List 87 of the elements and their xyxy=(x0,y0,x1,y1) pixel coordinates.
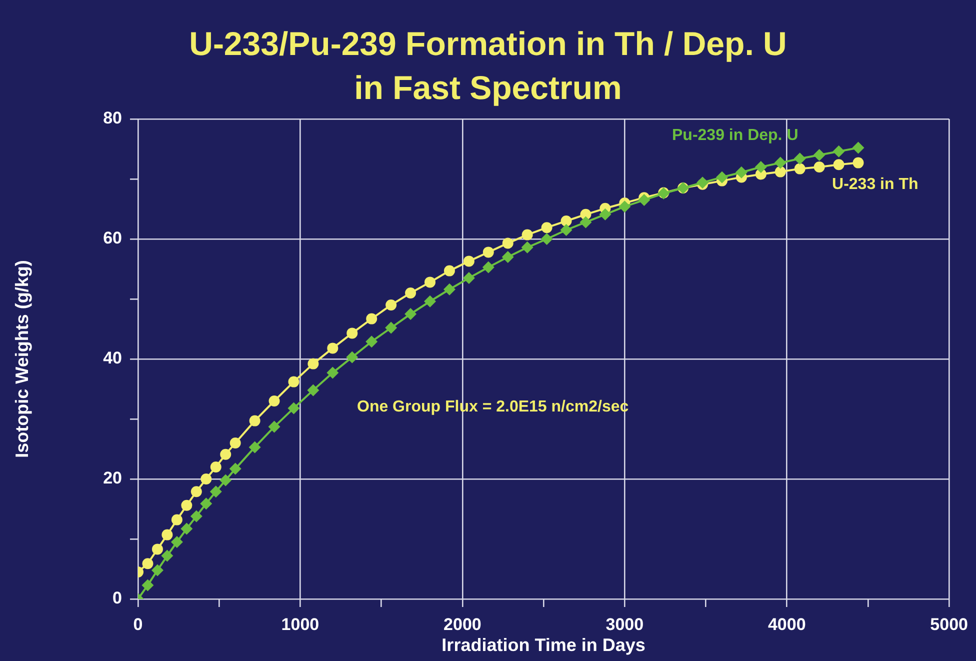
point xyxy=(190,486,202,498)
point xyxy=(249,415,260,426)
point xyxy=(142,558,154,570)
point xyxy=(346,351,358,364)
point xyxy=(404,308,417,320)
point xyxy=(424,295,436,308)
point xyxy=(832,145,845,158)
series-label: U-233 in Th xyxy=(832,176,918,194)
point xyxy=(638,194,650,206)
point xyxy=(618,200,631,213)
point xyxy=(502,251,514,263)
point xyxy=(366,336,378,348)
point xyxy=(522,229,533,240)
point xyxy=(540,233,553,245)
point xyxy=(386,300,397,310)
x-tick-label: 3000 xyxy=(606,614,644,634)
point xyxy=(521,241,534,254)
point xyxy=(171,514,182,526)
point xyxy=(852,157,864,168)
point xyxy=(268,420,280,433)
point xyxy=(852,142,864,154)
point xyxy=(308,358,319,370)
point xyxy=(230,438,241,448)
point xyxy=(482,246,494,258)
x-tick-label: 5000 xyxy=(930,614,968,634)
point xyxy=(754,161,767,173)
point xyxy=(463,256,474,267)
point xyxy=(580,216,592,228)
point xyxy=(794,152,806,165)
point xyxy=(462,272,475,284)
x-tick-label: 4000 xyxy=(768,614,806,634)
point xyxy=(405,288,416,298)
y-tick-label: 40 xyxy=(103,348,122,368)
point xyxy=(560,216,572,226)
point xyxy=(180,522,193,535)
point xyxy=(443,283,456,296)
point xyxy=(210,486,222,498)
y-tick-label: 60 xyxy=(103,228,122,248)
y-axis-title: Isotopic Weights (g/kg) xyxy=(12,260,32,458)
x-tick-label: 0 xyxy=(133,614,143,634)
point xyxy=(210,462,222,472)
point xyxy=(307,384,320,396)
point xyxy=(288,376,300,388)
y-tick-label: 20 xyxy=(103,468,122,488)
point xyxy=(560,224,572,236)
point xyxy=(794,163,806,174)
point xyxy=(814,162,825,172)
point xyxy=(346,328,358,339)
point xyxy=(774,166,786,178)
point xyxy=(326,366,339,379)
point xyxy=(424,276,436,288)
y-tick-label: 0 xyxy=(112,588,122,608)
point xyxy=(735,166,748,178)
point xyxy=(220,448,232,460)
point xyxy=(268,396,280,406)
point xyxy=(482,261,494,274)
x-tick-label: 1000 xyxy=(281,614,320,634)
chart-title: U-233/Pu-239 Formation in Th / Dep. U in Fast Spectrum xyxy=(188,24,788,108)
point xyxy=(220,474,232,486)
point xyxy=(366,313,378,324)
point xyxy=(833,159,844,170)
point xyxy=(716,171,728,184)
x-tick-label: 2000 xyxy=(444,614,482,634)
point xyxy=(444,265,455,276)
point xyxy=(162,529,173,540)
point xyxy=(813,149,826,161)
point xyxy=(200,498,212,510)
point xyxy=(599,208,612,220)
point xyxy=(170,536,183,548)
point xyxy=(288,402,300,414)
point xyxy=(774,156,786,169)
point xyxy=(152,544,163,555)
point xyxy=(229,462,242,475)
y-tick-label: 80 xyxy=(103,108,122,128)
point xyxy=(142,579,154,592)
point xyxy=(161,550,174,562)
point xyxy=(385,322,398,334)
point xyxy=(181,500,192,511)
point xyxy=(200,474,212,484)
point xyxy=(248,441,261,454)
point xyxy=(327,342,338,354)
point xyxy=(190,510,202,522)
point xyxy=(502,238,514,249)
x-axis-title: Irradiation Time in Days xyxy=(442,635,646,656)
point xyxy=(541,222,552,234)
point xyxy=(151,564,164,576)
series-label: Pu-239 in Dep. U xyxy=(672,127,798,144)
